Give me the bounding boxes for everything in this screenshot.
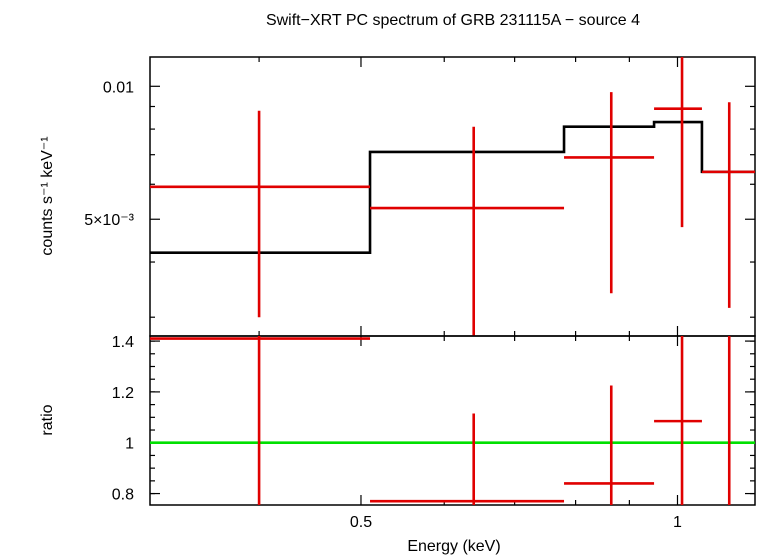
ratio-y-tick-label: 0.8: [112, 487, 134, 504]
x-axis-label: Energy (keV): [407, 538, 500, 555]
ratio-plot-frame: [149, 335, 756, 506]
ratio-y-tick-label: 1: [125, 436, 134, 453]
x-tick-label: 0.5: [350, 514, 372, 531]
spectrum-y-tick-label: 0.01: [103, 79, 134, 96]
spectrum-plot-frame: [149, 56, 756, 337]
x-tick-label: 1: [673, 514, 682, 531]
chart-title: Swift−XRT PC spectrum of GRB 231115A − s…: [266, 12, 640, 29]
spectrum-y-tick-label: 5×10⁻³: [84, 212, 134, 229]
spectrum-model-line: [150, 120, 755, 254]
spectrum-panel: 0.01 5×10⁻³: [84, 56, 756, 337]
ratio-y-axis-label: ratio: [39, 404, 56, 435]
ratio-y-tick-label: 1.4: [112, 334, 134, 351]
ratio-y-tick-label: 1.2: [112, 385, 134, 402]
spectrum-y-axis-label: counts s⁻¹ keV⁻¹: [39, 136, 56, 255]
ratio-panel: 0.8 1 1.2 1.4: [112, 334, 756, 506]
